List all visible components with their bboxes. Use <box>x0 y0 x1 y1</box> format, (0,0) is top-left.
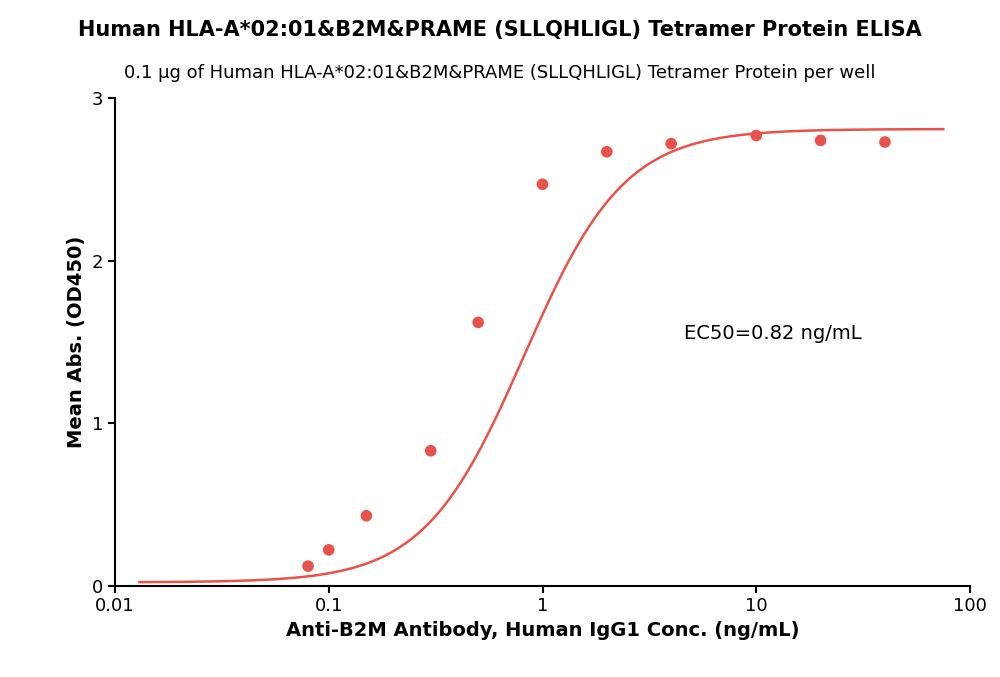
X-axis label: Anti-B2M Antibody, Human IgG1 Conc. (ng/mL): Anti-B2M Antibody, Human IgG1 Conc. (ng/… <box>286 621 799 640</box>
Point <box>470 317 486 328</box>
Text: EC50=0.82 ng/mL: EC50=0.82 ng/mL <box>684 324 862 343</box>
Point <box>748 130 764 141</box>
Point <box>300 561 316 571</box>
Point <box>599 146 615 157</box>
Point <box>663 138 679 149</box>
Y-axis label: Mean Abs. (OD450): Mean Abs. (OD450) <box>67 236 86 448</box>
Point <box>813 135 829 146</box>
Point <box>358 510 374 521</box>
Point <box>534 179 550 190</box>
Text: 0.1 μg of Human HLA-A*02:01&B2M&PRAME (SLLQHLIGL) Tetramer Protein per well: 0.1 μg of Human HLA-A*02:01&B2M&PRAME (S… <box>124 64 876 83</box>
Point <box>877 137 893 148</box>
Point <box>321 544 337 555</box>
Point <box>423 445 439 456</box>
Text: Human HLA-A*02:01&B2M&PRAME (SLLQHLIGL) Tetramer Protein ELISA: Human HLA-A*02:01&B2M&PRAME (SLLQHLIGL) … <box>78 20 922 41</box>
